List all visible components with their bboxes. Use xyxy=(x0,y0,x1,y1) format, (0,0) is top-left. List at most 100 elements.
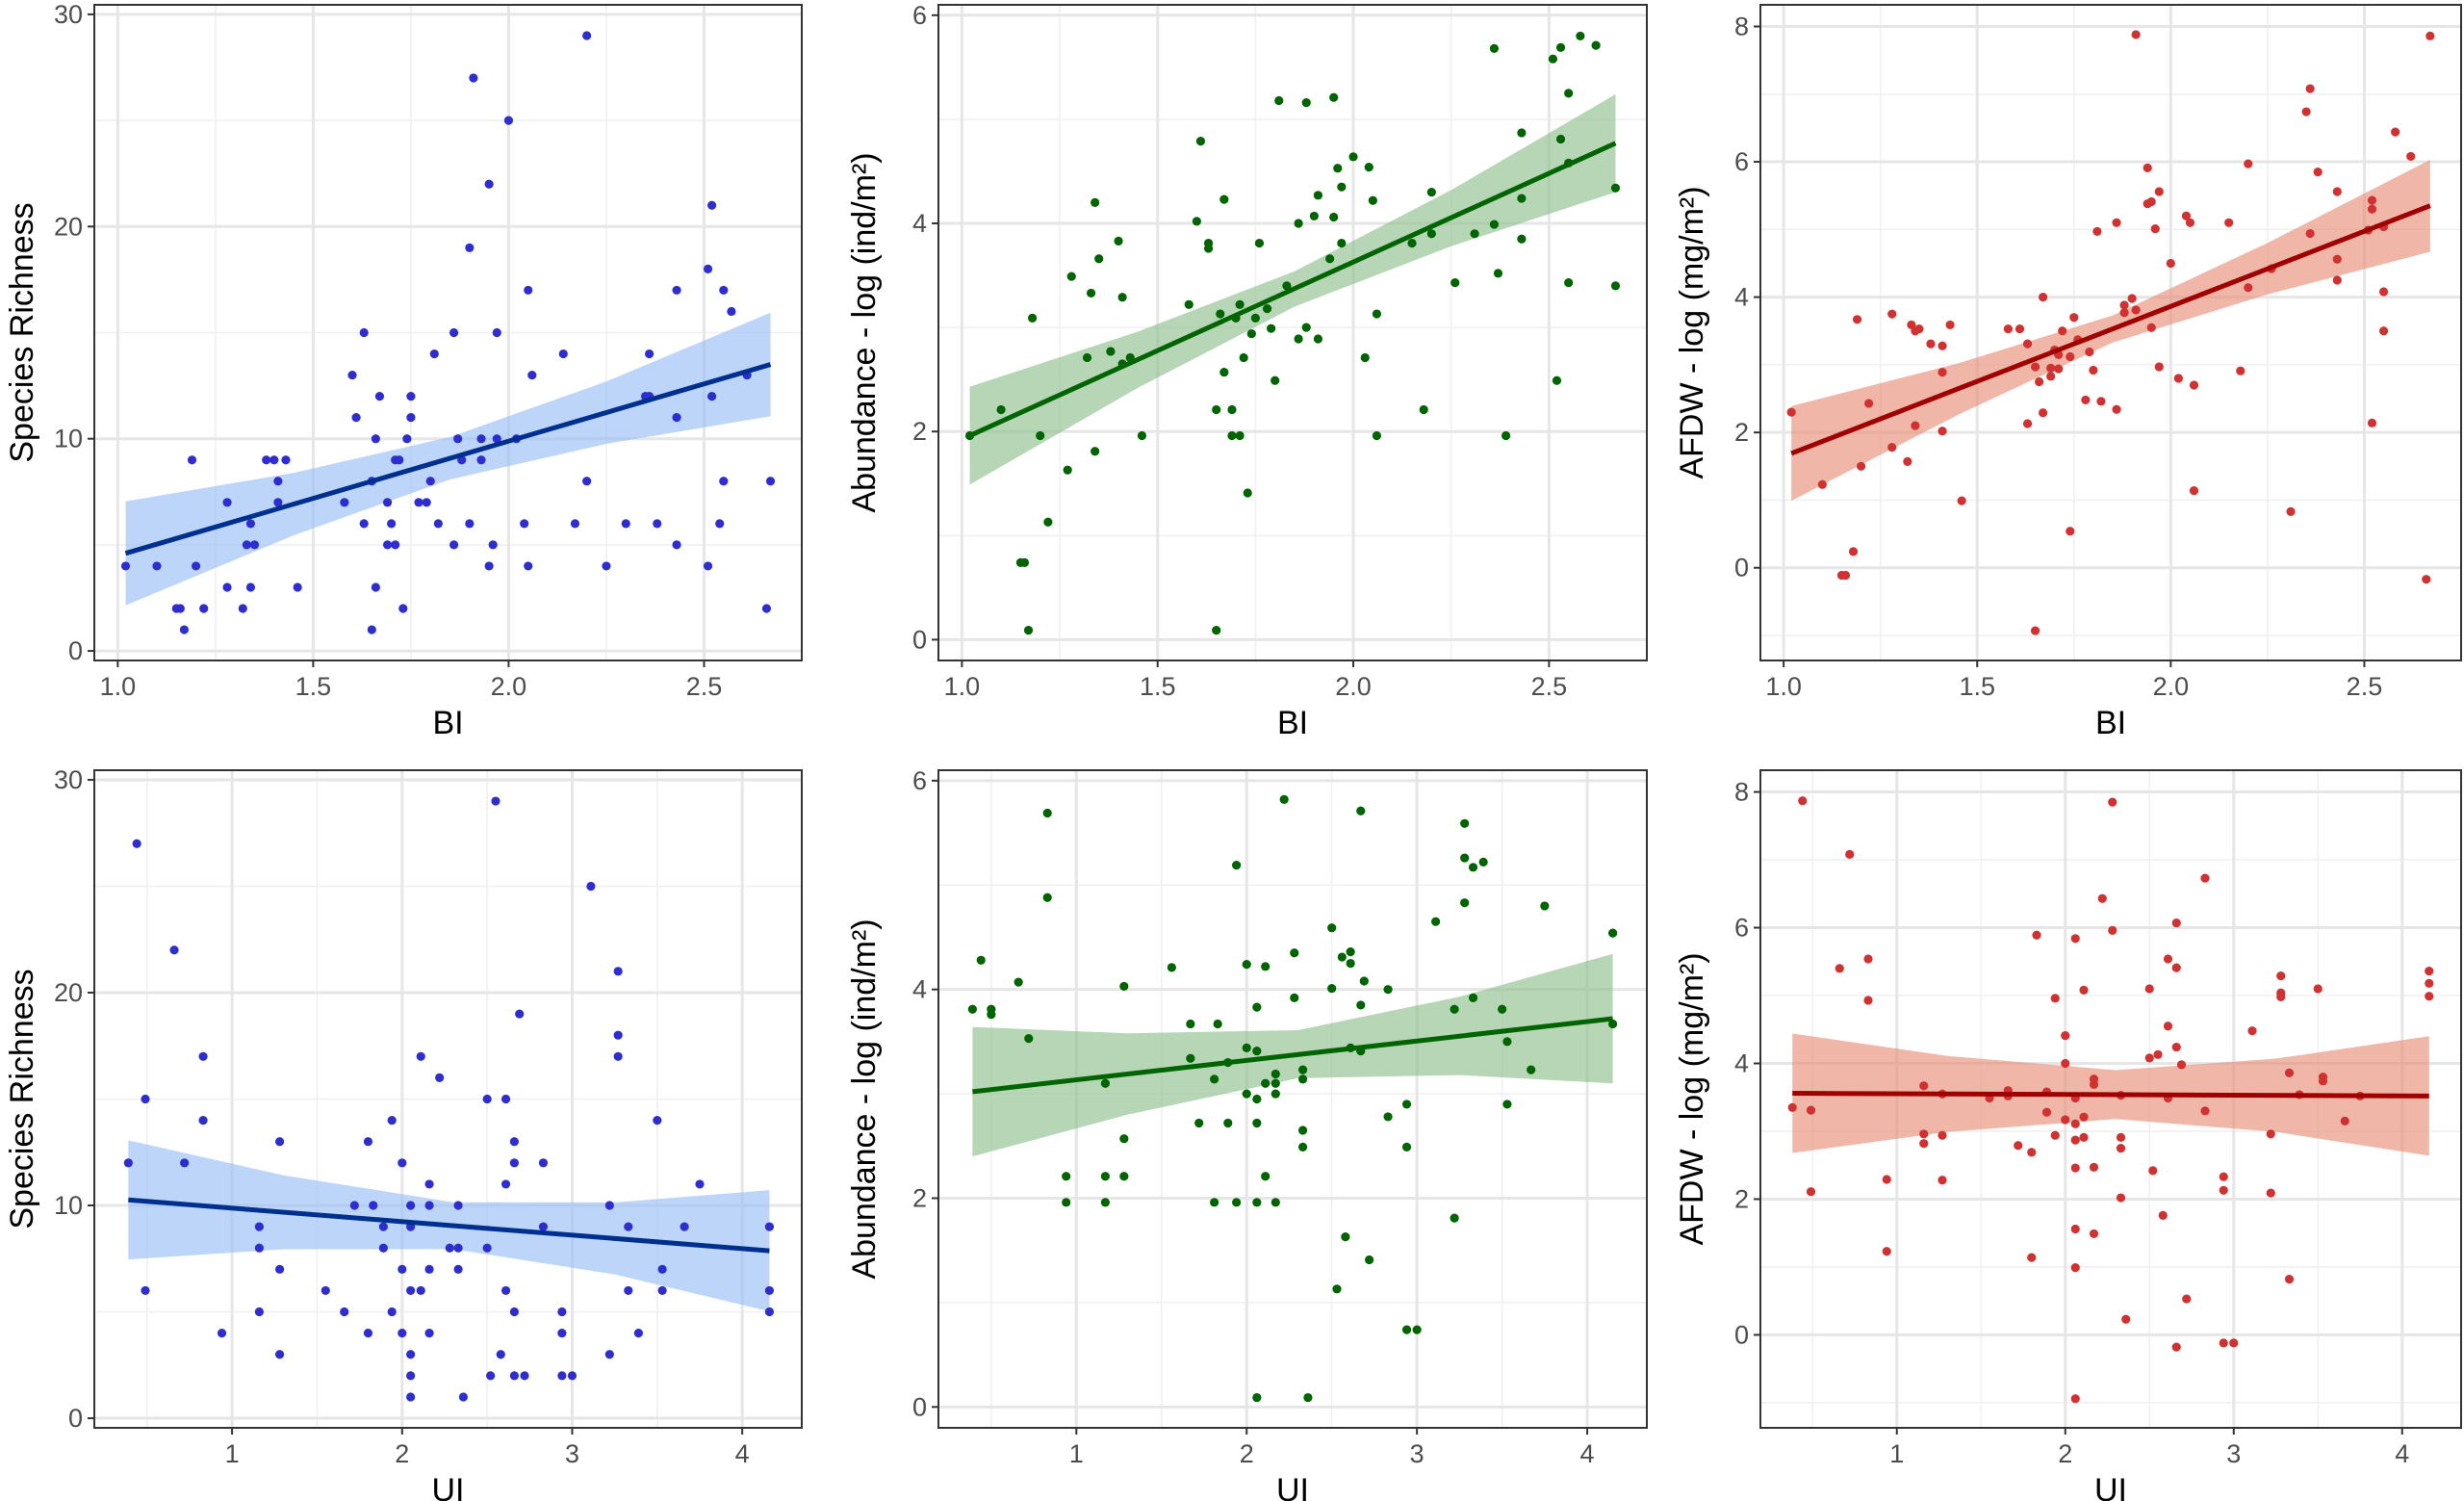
data-point xyxy=(374,392,385,401)
y-tick-label: 6 xyxy=(912,766,927,795)
y-tick-label: 0 xyxy=(1734,1320,1749,1349)
data-point xyxy=(482,1094,492,1104)
data-point xyxy=(1301,98,1311,108)
data-point xyxy=(1223,1118,1233,1128)
data-point xyxy=(274,1350,285,1359)
data-point xyxy=(321,1285,330,1296)
data-point xyxy=(1360,352,1370,363)
data-point xyxy=(2229,1338,2239,1348)
data-point xyxy=(406,1285,416,1296)
data-point xyxy=(1212,626,1221,635)
data-point xyxy=(509,1158,520,1168)
data-point xyxy=(406,413,416,423)
data-point xyxy=(217,1329,227,1338)
data-point xyxy=(1137,430,1147,441)
y-axis-title: Species Richness xyxy=(4,202,40,462)
y-tick-label: 2 xyxy=(1734,1184,1749,1213)
panel-2: 1.0 1.5 2.0 2.5 0 2 4 6 BI Abundance - log (ind/m… xyxy=(846,1,1648,741)
data-point xyxy=(1279,794,1289,804)
data-point xyxy=(349,1201,359,1210)
data-point xyxy=(1412,1325,1422,1334)
data-point xyxy=(1346,947,1355,957)
data-point xyxy=(2058,326,2067,336)
data-point xyxy=(680,1222,689,1231)
data-point xyxy=(406,1350,416,1359)
data-point xyxy=(293,582,302,592)
panel-3: 1.0 1.5 2.0 2.5 0 2 4 6 8 BI AFDW - log (mg/m²) xyxy=(1674,4,2462,741)
data-point xyxy=(1348,152,1358,162)
y-axis-title: Abundance - log (ind/m²) xyxy=(846,152,883,512)
data-point xyxy=(1468,863,1478,872)
data-point xyxy=(1478,857,1488,867)
data-point xyxy=(2027,1148,2037,1157)
data-point xyxy=(1401,1142,1412,1152)
data-point xyxy=(2332,275,2342,285)
data-point xyxy=(1555,134,1566,144)
data-point xyxy=(1848,547,1859,556)
data-point xyxy=(1119,981,1129,992)
data-point xyxy=(2050,994,2060,1003)
data-point xyxy=(2163,954,2173,964)
data-point xyxy=(719,477,729,486)
data-point xyxy=(198,1116,208,1126)
data-point xyxy=(469,73,478,83)
data-point xyxy=(120,561,131,571)
data-point xyxy=(1517,194,1527,203)
data-point xyxy=(1325,254,1335,264)
data-point xyxy=(2332,254,2342,264)
data-point xyxy=(2143,163,2152,172)
data-point xyxy=(254,1307,264,1317)
y-tick-label: 0 xyxy=(1734,554,1749,582)
data-point xyxy=(2041,1107,2052,1117)
data-point xyxy=(2189,380,2199,390)
data-point xyxy=(1219,367,1229,377)
data-point xyxy=(2066,527,2075,536)
data-point xyxy=(1337,952,1347,962)
data-point xyxy=(1502,1100,1512,1109)
data-point xyxy=(2425,978,2434,988)
panel-border xyxy=(937,769,1648,1429)
data-point xyxy=(500,1179,511,1189)
y-tick-label: 6 xyxy=(1734,914,1749,943)
data-point xyxy=(2069,313,2079,323)
data-point xyxy=(621,519,630,529)
data-point xyxy=(274,1264,285,1274)
data-point xyxy=(1919,1129,1929,1139)
data-point xyxy=(1062,1198,1071,1207)
data-point xyxy=(1063,465,1072,475)
data-point xyxy=(359,519,369,529)
data-point xyxy=(424,1201,434,1210)
data-point xyxy=(2089,365,2098,375)
data-point xyxy=(1232,1198,1242,1207)
data-point xyxy=(1235,430,1245,441)
y-axis-title: AFDW - log (mg/m²) xyxy=(1674,952,1710,1245)
data-point xyxy=(1852,315,1862,324)
data-point xyxy=(653,1116,662,1126)
data-point xyxy=(1195,137,1206,146)
data-point xyxy=(491,796,500,806)
data-point xyxy=(2092,226,2102,237)
x-tick-label: 1.5 xyxy=(1140,672,1176,701)
data-point xyxy=(1502,1037,1512,1047)
data-point xyxy=(2171,1342,2181,1352)
data-point xyxy=(1938,368,1947,377)
regression-line xyxy=(1790,203,2431,456)
data-point xyxy=(2127,294,2137,303)
x-tick-label: 3 xyxy=(2226,1439,2241,1468)
y-tick-label: 10 xyxy=(54,1191,83,1220)
data-point xyxy=(2108,925,2118,935)
x-axis-title: UI xyxy=(2094,1472,2127,1501)
plot-background xyxy=(938,5,1647,660)
data-point xyxy=(509,1371,520,1381)
data-point xyxy=(1227,430,1237,441)
data-point xyxy=(2079,1132,2089,1142)
data-point xyxy=(1100,1198,1110,1207)
data-point xyxy=(538,1158,549,1168)
data-point xyxy=(2153,1049,2163,1059)
data-point xyxy=(1431,917,1441,926)
data-point xyxy=(1036,430,1045,441)
data-point xyxy=(1086,288,1096,298)
data-point xyxy=(1267,323,1276,333)
data-point xyxy=(1945,320,1955,330)
data-point xyxy=(2039,293,2048,302)
